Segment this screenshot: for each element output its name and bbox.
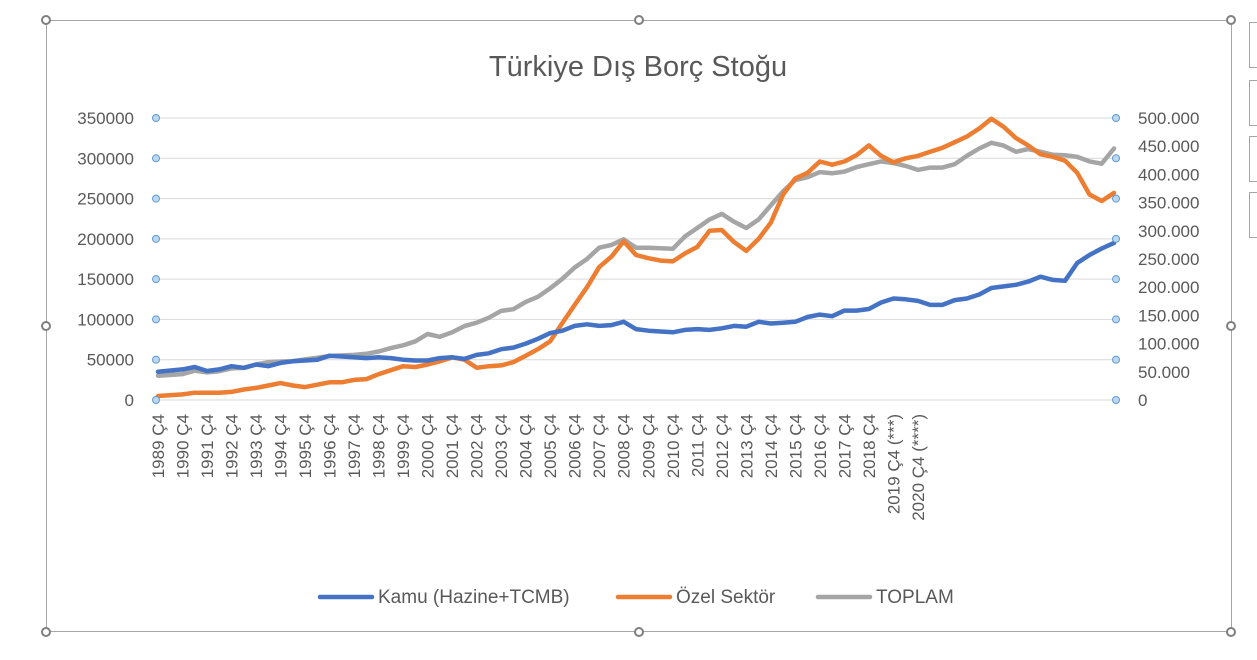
right-axis-tick-label: 400.000 [1138,165,1199,184]
series-line-toplam [155,140,1117,378]
resize-handle-top-center[interactable] [634,15,644,25]
left-axis-tick-label: 300000 [77,149,134,168]
x-axis-tick-label: 2011 Ç4 [688,414,707,477]
chart-styles-button[interactable] [1249,80,1257,126]
x-axis-tick-label: 2014 Ç4 [762,414,781,478]
x-axis-tick-label: 1993 Ç4 [247,414,266,478]
right-axis-dot [1112,275,1120,284]
right-axis-dot [1112,154,1120,163]
left-axis-dot [152,194,160,203]
right-axis-tick-label: 300.000 [1138,222,1199,241]
right-axis-dot [1112,194,1120,203]
left-axis-tick-label: 350000 [77,109,134,128]
chart-options-button[interactable] [1249,192,1257,238]
right-axis-tick-label: 200.000 [1138,278,1199,297]
left-axis-dot [152,275,160,284]
x-axis-tick-label: 2002 Ç4 [468,414,487,478]
left-axis-tick-label: 100000 [77,310,134,329]
legend: Kamu (Hazine+TCMB) Özel Sektör TOPLAM [317,587,954,608]
resize-handle-middle-right[interactable] [1226,321,1236,331]
left-axis-dot [152,355,160,364]
x-axis-tick-label: 1997 Ç4 [345,414,364,478]
x-axis-tick-label: 1998 Ç4 [370,414,389,478]
resize-handle-middle-left[interactable] [41,321,51,331]
legend-label: Özel Sektör [676,587,776,608]
right-axis-tick-label: 250.000 [1138,250,1199,269]
x-axis-tick-label: 2001 Ç4 [443,414,462,478]
right-axis-dot [1112,234,1120,243]
chart-filters-button[interactable] [1249,136,1257,182]
right-axis-tick-label: 350.000 [1138,194,1199,213]
x-axis-tick-label: 2017 Ç4 [835,414,854,478]
series-lines [155,116,1117,399]
resize-handle-bottom-left[interactable] [41,627,51,637]
axis-selection-dots [152,114,1120,404]
x-axis-tick-label: 2020 Ç4 (****) [909,414,928,521]
left-axis-tick-label: 250000 [77,190,134,209]
x-axis-tick-label: 2013 Ç4 [737,414,756,478]
x-axis-tick-label: 2008 Ç4 [615,414,634,478]
legend-label: Kamu (Hazine+TCMB) [378,587,570,608]
left-axis-dot [152,396,160,404]
resize-handle-top-left[interactable] [41,15,51,25]
right-axis-tick-labels: 0 50.000 100.000 150.000 200.000 250.000 300.0… [1138,109,1199,410]
x-axis-tick-label: 2019 Ç4 (***) [884,414,903,514]
right-axis-dot [1112,396,1120,404]
right-axis-tick-label: 150.000 [1138,306,1199,325]
x-axis-tick-label: 1991 Ç4 [198,414,217,478]
left-axis-dot [152,315,160,324]
left-axis-tick-label: 150000 [77,270,134,289]
right-axis-dot [1112,315,1120,324]
right-axis-tick-label: 450.000 [1138,137,1199,156]
legend-label: TOPLAM [876,587,954,608]
x-axis-tick-label: 1999 Ç4 [394,414,413,478]
x-axis-tick-label: 2015 Ç4 [786,414,805,478]
right-axis-dot [1112,355,1120,364]
chart-elements-button[interactable] [1249,22,1257,68]
left-axis-tick-label: 200000 [77,230,134,249]
series-line--zel-sekt-r [155,116,1117,399]
x-axis-tick-label: 2006 Ç4 [566,414,585,478]
right-axis-dot [1112,114,1120,122]
x-axis-tick-label: 1990 Ç4 [174,414,193,478]
x-axis-tick-label: 1996 Ç4 [321,414,340,478]
chart-title: Türkiye Dış Borç Stoğu [489,51,787,83]
x-axis-tick-label: 1989 Ç4 [149,414,168,478]
right-axis-tick-label: 50.000 [1138,363,1190,382]
x-axis-tick-label: 2003 Ç4 [492,414,511,478]
x-axis-tick-label: 2010 Ç4 [664,414,683,478]
x-axis-tick-label: 2005 Ç4 [541,414,560,478]
left-axis-dot [152,154,160,163]
resize-handle-top-right[interactable] [1226,15,1236,25]
x-axis-tick-label: 2007 Ç4 [590,414,609,478]
right-axis-tick-label: 100.000 [1138,335,1199,354]
x-axis-tick-label: 2009 Ç4 [639,414,658,478]
x-axis-tick-label: 2018 Ç4 [860,414,879,478]
resize-handle-bottom-right[interactable] [1226,627,1236,637]
x-axis-tick-label: 2016 Ç4 [811,414,830,478]
left-axis-dot [152,114,160,122]
gridlines [152,117,1118,401]
x-axis-tick-label: 2004 Ç4 [517,414,536,478]
right-axis-tick-label: 500.000 [1138,109,1199,128]
right-axis-tick-label: 0 [1138,391,1147,410]
x-axis-tick-label: 1995 Ç4 [296,414,315,478]
left-axis-dot [152,234,160,243]
x-axis-tick-label: 2000 Ç4 [419,414,438,478]
left-axis-tick-label: 50000 [87,351,134,370]
x-axis-tick-labels: 1989 Ç4 1990 Ç4 1991 Ç4 1992 Ç4 1993 Ç4 1994 … [149,414,928,521]
series-line-kamu-hazine-tcmb- [155,240,1117,375]
left-axis-tick-labels: 0 50000 100000 150000 200000 250000 300000 3500… [77,109,134,410]
left-axis-tick-label: 0 [125,391,134,410]
x-axis-tick-label: 2012 Ç4 [713,414,732,478]
x-axis-tick-label: 1992 Ç4 [223,414,242,478]
resize-handle-bottom-center[interactable] [634,627,644,637]
x-axis-tick-label: 1994 Ç4 [272,414,291,478]
